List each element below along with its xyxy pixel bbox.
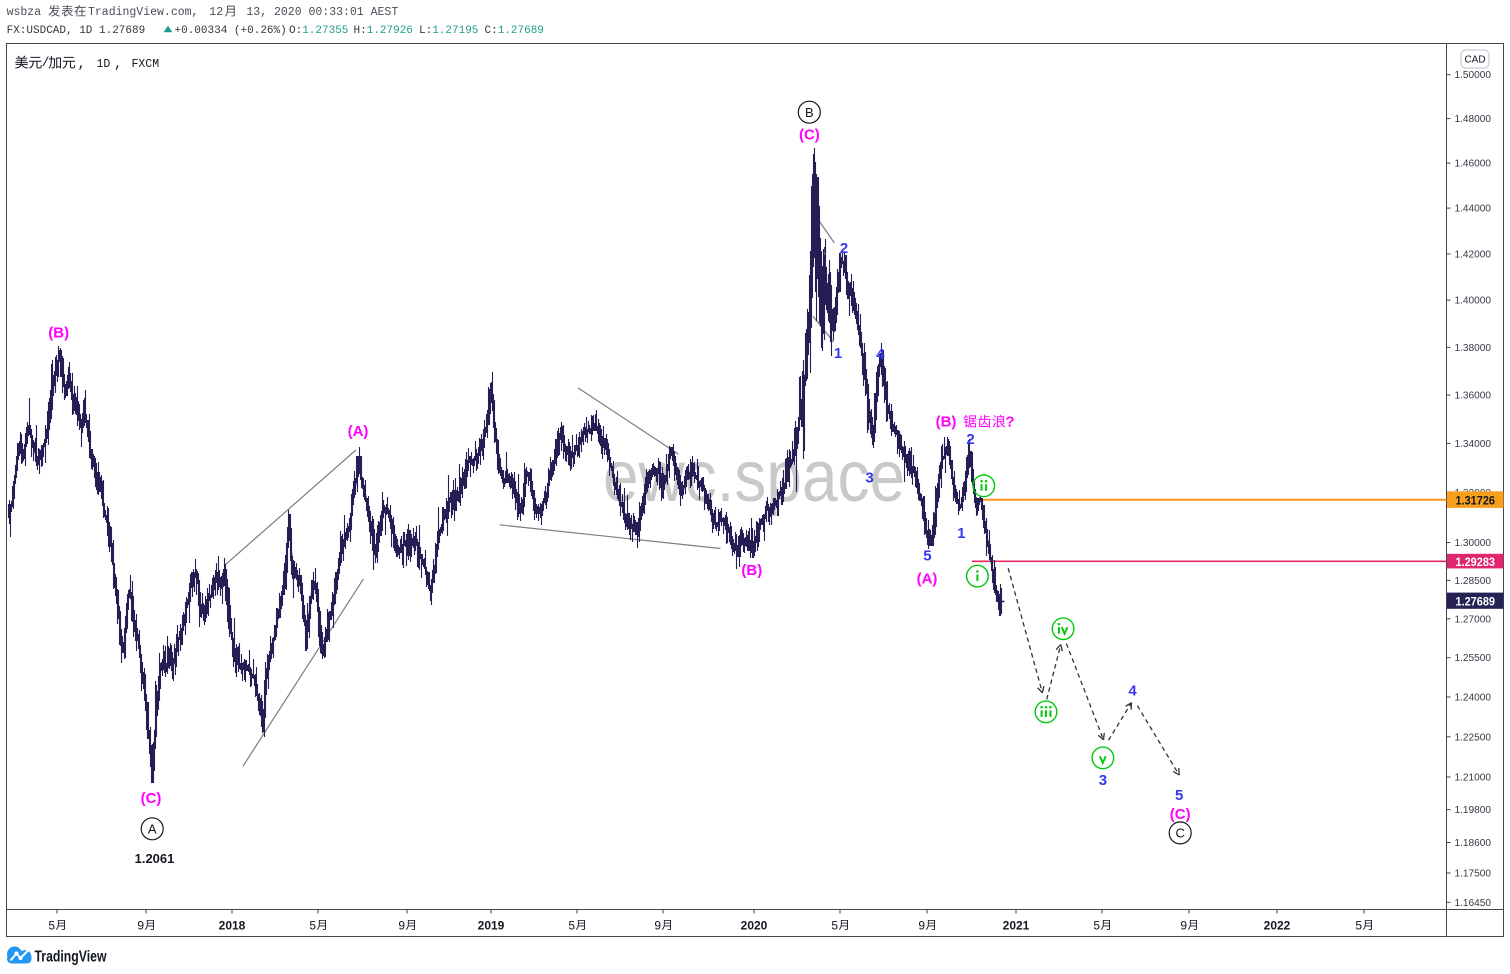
svg-text:1.31726: 1.31726 xyxy=(1456,493,1496,507)
svg-text:1.27689: 1.27689 xyxy=(1456,595,1496,609)
svg-text:9: 9 xyxy=(137,919,144,933)
svg-text:5: 5 xyxy=(309,919,316,933)
svg-text:(C): (C) xyxy=(1170,806,1191,823)
svg-text:C: C xyxy=(1176,826,1185,841)
svg-text:4: 4 xyxy=(1128,682,1137,699)
svg-text:1.34000: 1.34000 xyxy=(1455,439,1492,450)
svg-text:FXCM: FXCM xyxy=(132,58,160,71)
svg-text:wsbza: wsbza xyxy=(7,6,42,19)
svg-text:(B): (B) xyxy=(936,413,957,430)
svg-text:1.25500: 1.25500 xyxy=(1455,653,1492,664)
svg-text:5: 5 xyxy=(568,919,575,933)
svg-text:C:: C: xyxy=(485,25,498,37)
svg-text:1.40000: 1.40000 xyxy=(1455,296,1492,307)
svg-text:2019: 2019 xyxy=(478,919,505,933)
svg-text:1.28500: 1.28500 xyxy=(1455,576,1492,587)
svg-text:2: 2 xyxy=(966,431,974,448)
svg-text:1.21000: 1.21000 xyxy=(1455,773,1492,784)
svg-text:5: 5 xyxy=(923,547,931,564)
svg-text:9: 9 xyxy=(654,919,661,933)
svg-text:2022: 2022 xyxy=(1264,919,1291,933)
svg-text:(B): (B) xyxy=(48,324,69,341)
svg-text:L:: L: xyxy=(419,25,432,37)
svg-text:TradingView: TradingView xyxy=(35,949,108,966)
svg-text:1.27000: 1.27000 xyxy=(1455,614,1492,625)
svg-text:3: 3 xyxy=(865,469,873,486)
svg-text:(A): (A) xyxy=(917,570,938,587)
svg-text:12: 12 xyxy=(209,6,223,19)
svg-text:1.38000: 1.38000 xyxy=(1455,343,1492,354)
svg-text:2: 2 xyxy=(840,240,848,257)
svg-text:1.19800: 1.19800 xyxy=(1455,805,1492,816)
svg-text:4: 4 xyxy=(876,346,885,363)
svg-text:CAD: CAD xyxy=(1464,55,1485,66)
svg-text:1.22500: 1.22500 xyxy=(1455,732,1492,743)
svg-text:+0.00334 (+0.26%): +0.00334 (+0.26%) xyxy=(175,25,287,37)
svg-text:(C): (C) xyxy=(799,126,820,143)
svg-text:1.50000: 1.50000 xyxy=(1455,70,1492,81)
svg-text:5: 5 xyxy=(831,919,838,933)
svg-text:2020: 2020 xyxy=(741,919,768,933)
svg-text:1: 1 xyxy=(957,525,965,542)
svg-text:9: 9 xyxy=(918,919,925,933)
svg-text:1.30000: 1.30000 xyxy=(1455,538,1492,549)
svg-text:/: / xyxy=(42,55,50,70)
svg-text:13, 2020 00:33:01 AEST: 13, 2020 00:33:01 AEST xyxy=(246,6,398,19)
svg-text:(B): (B) xyxy=(741,562,762,579)
svg-text:1.16450: 1.16450 xyxy=(1455,898,1492,909)
svg-text:,: , xyxy=(78,57,86,73)
svg-text:1.44000: 1.44000 xyxy=(1455,204,1492,215)
svg-text:1.29283: 1.29283 xyxy=(1456,555,1496,569)
svg-text:1.48000: 1.48000 xyxy=(1455,114,1492,125)
svg-text:H:: H: xyxy=(354,25,367,37)
svg-text:TradingView.com,: TradingView.com, xyxy=(88,6,198,19)
svg-text:(C): (C) xyxy=(141,790,162,807)
svg-text:1.27926: 1.27926 xyxy=(367,25,413,37)
svg-text:1.27355: 1.27355 xyxy=(302,25,348,37)
svg-text:1.18600: 1.18600 xyxy=(1455,838,1492,849)
svg-text:,: , xyxy=(114,57,122,73)
svg-text:9: 9 xyxy=(1180,919,1187,933)
svg-text:5: 5 xyxy=(1093,919,1100,933)
svg-text:1.17500: 1.17500 xyxy=(1455,869,1492,880)
svg-text:2018: 2018 xyxy=(219,919,246,933)
svg-text:5: 5 xyxy=(48,919,55,933)
svg-text:1.27195: 1.27195 xyxy=(432,25,478,37)
svg-text:1D: 1D xyxy=(97,58,111,71)
svg-text:FX:USDCAD, 1D 1.27689: FX:USDCAD, 1D 1.27689 xyxy=(7,25,146,37)
svg-text:?: ? xyxy=(1005,413,1014,430)
svg-text:5: 5 xyxy=(1175,787,1183,804)
svg-text:2021: 2021 xyxy=(1003,919,1030,933)
svg-text:(A): (A) xyxy=(348,423,369,440)
svg-text:1.46000: 1.46000 xyxy=(1455,159,1492,170)
svg-text:1.2061: 1.2061 xyxy=(135,851,175,866)
svg-text:1.27689: 1.27689 xyxy=(498,25,544,37)
svg-text:1.24000: 1.24000 xyxy=(1455,693,1492,704)
svg-text:3: 3 xyxy=(1099,772,1107,789)
svg-text:5: 5 xyxy=(1355,919,1362,933)
svg-text:1.36000: 1.36000 xyxy=(1455,391,1492,402)
svg-text:A: A xyxy=(148,821,157,836)
svg-text:1: 1 xyxy=(834,345,842,362)
svg-text:ewc.space: ewc.space xyxy=(603,437,905,517)
svg-text:1.42000: 1.42000 xyxy=(1455,249,1492,260)
svg-text:9: 9 xyxy=(398,919,405,933)
svg-text:O:: O: xyxy=(289,25,302,37)
svg-text:B: B xyxy=(805,105,814,120)
